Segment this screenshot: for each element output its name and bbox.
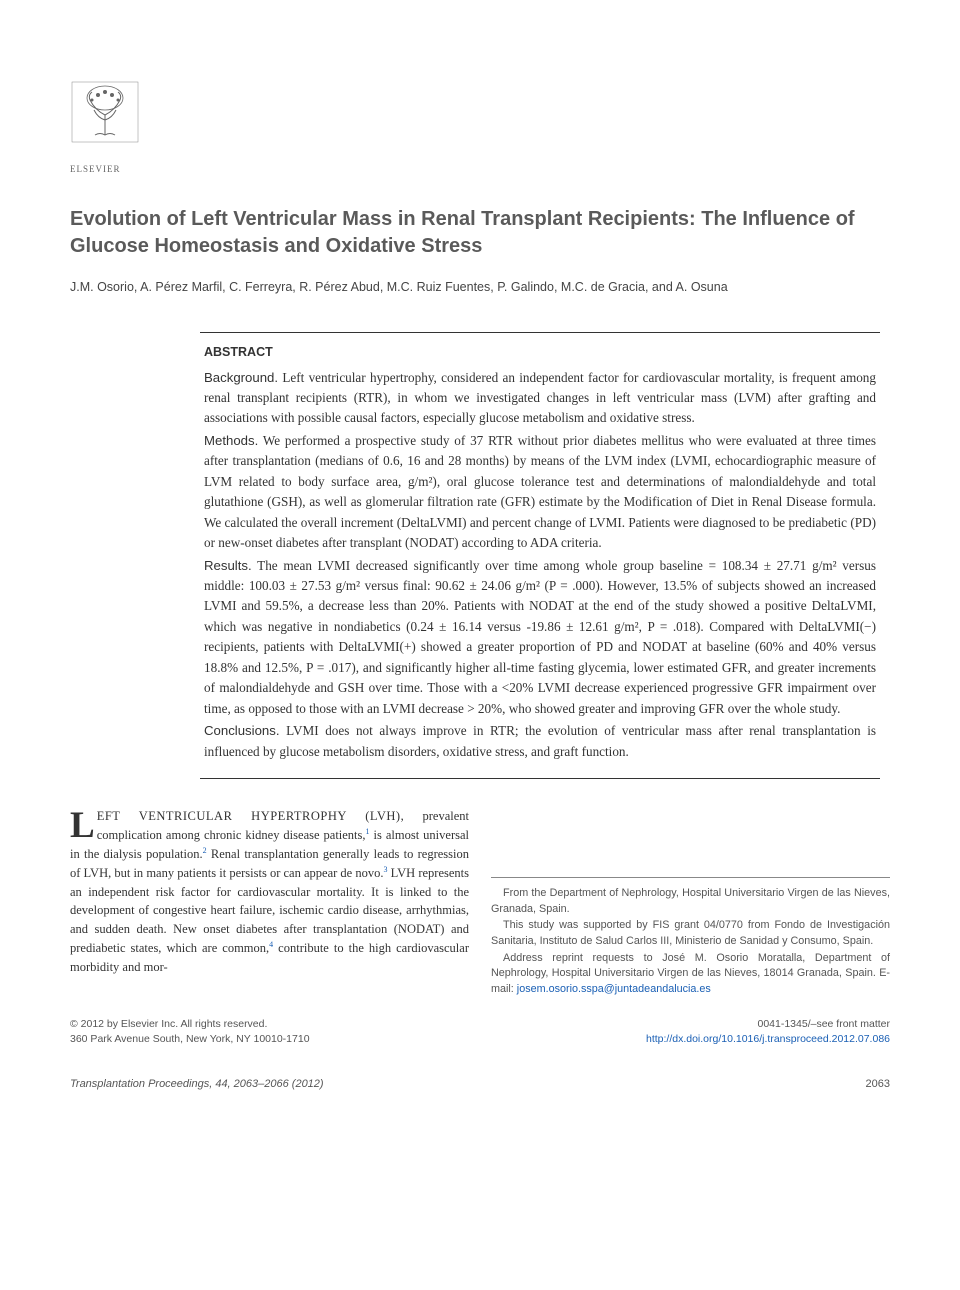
issn-line: 0041-1345/–see front matter xyxy=(646,1017,890,1033)
background-label: Background. xyxy=(204,370,278,385)
abstract-heading: ABSTRACT xyxy=(204,343,876,362)
journal-citation: Transplantation Proceedings, 44, 2063–20… xyxy=(70,1076,324,1093)
results-label: Results. xyxy=(204,558,252,573)
copyright-line-1: © 2012 by Elsevier Inc. All rights reser… xyxy=(70,1017,310,1033)
body-two-column: LEFT VENTRICULAR HYPERTROPHY (LVH), prev… xyxy=(70,807,890,998)
article-title: Evolution of Left Ventricular Mass in Re… xyxy=(70,206,890,260)
affiliation-funding: This study was supported by FIS grant 04… xyxy=(491,918,890,949)
abstract-box: ABSTRACT Background. Left ventricular hy… xyxy=(200,332,880,779)
corresponding-email-link[interactable]: josem.osorio.sspa@juntadeandalucia.es xyxy=(517,983,711,995)
elsevier-tree-logo xyxy=(70,80,140,155)
author-list: J.M. Osorio, A. Pérez Marfil, C. Ferreyr… xyxy=(70,278,890,297)
left-column: LEFT VENTRICULAR HYPERTROPHY (LVH), prev… xyxy=(70,807,469,998)
page-number: 2063 xyxy=(866,1076,890,1093)
copyright-line-2: 360 Park Avenue South, New York, NY 1001… xyxy=(70,1032,310,1048)
dropcap: L xyxy=(70,807,97,842)
footer-row: © 2012 by Elsevier Inc. All rights reser… xyxy=(70,1017,890,1049)
affiliation-reprint: Address reprint requests to José M. Osor… xyxy=(491,951,890,998)
conclusions-text: LVMI does not always improve in RTR; the… xyxy=(204,723,876,758)
doi-link[interactable]: http://dx.doi.org/10.1016/j.transproceed… xyxy=(646,1032,890,1048)
abstract-background: Background. Left ventricular hypertrophy… xyxy=(204,368,876,429)
right-column: From the Department of Nephrology, Hospi… xyxy=(491,807,890,998)
footer-copyright: © 2012 by Elsevier Inc. All rights reser… xyxy=(70,1017,310,1049)
methods-label: Methods. xyxy=(204,433,258,448)
methods-text: We performed a prospective study of 37 R… xyxy=(204,433,876,550)
affiliation-dept: From the Department of Nephrology, Hospi… xyxy=(491,886,890,917)
affiliation-block: From the Department of Nephrology, Hospi… xyxy=(491,877,890,997)
background-text: Left ventricular hypertrophy, considered… xyxy=(204,370,876,426)
results-text: The mean LVMI decreased significantly ov… xyxy=(204,558,876,716)
publisher-name: ELSEVIER xyxy=(70,163,890,177)
footer-ids: 0041-1345/–see front matter http://dx.do… xyxy=(646,1017,890,1049)
publisher-logo-area: ELSEVIER xyxy=(70,80,890,176)
intro-paragraph: LEFT VENTRICULAR HYPERTROPHY (LVH), prev… xyxy=(70,807,469,976)
conclusions-label: Conclusions. xyxy=(204,723,280,738)
abstract-methods: Methods. We performed a prospective stud… xyxy=(204,431,876,554)
journal-footer: Transplantation Proceedings, 44, 2063–20… xyxy=(70,1076,890,1093)
abstract-conclusions: Conclusions. LVMI does not always improv… xyxy=(204,721,876,762)
abstract-results: Results. The mean LVMI decreased signifi… xyxy=(204,556,876,720)
first-words: EFT VENTRICULAR HYPERTROPHY (LVH), xyxy=(97,809,405,823)
